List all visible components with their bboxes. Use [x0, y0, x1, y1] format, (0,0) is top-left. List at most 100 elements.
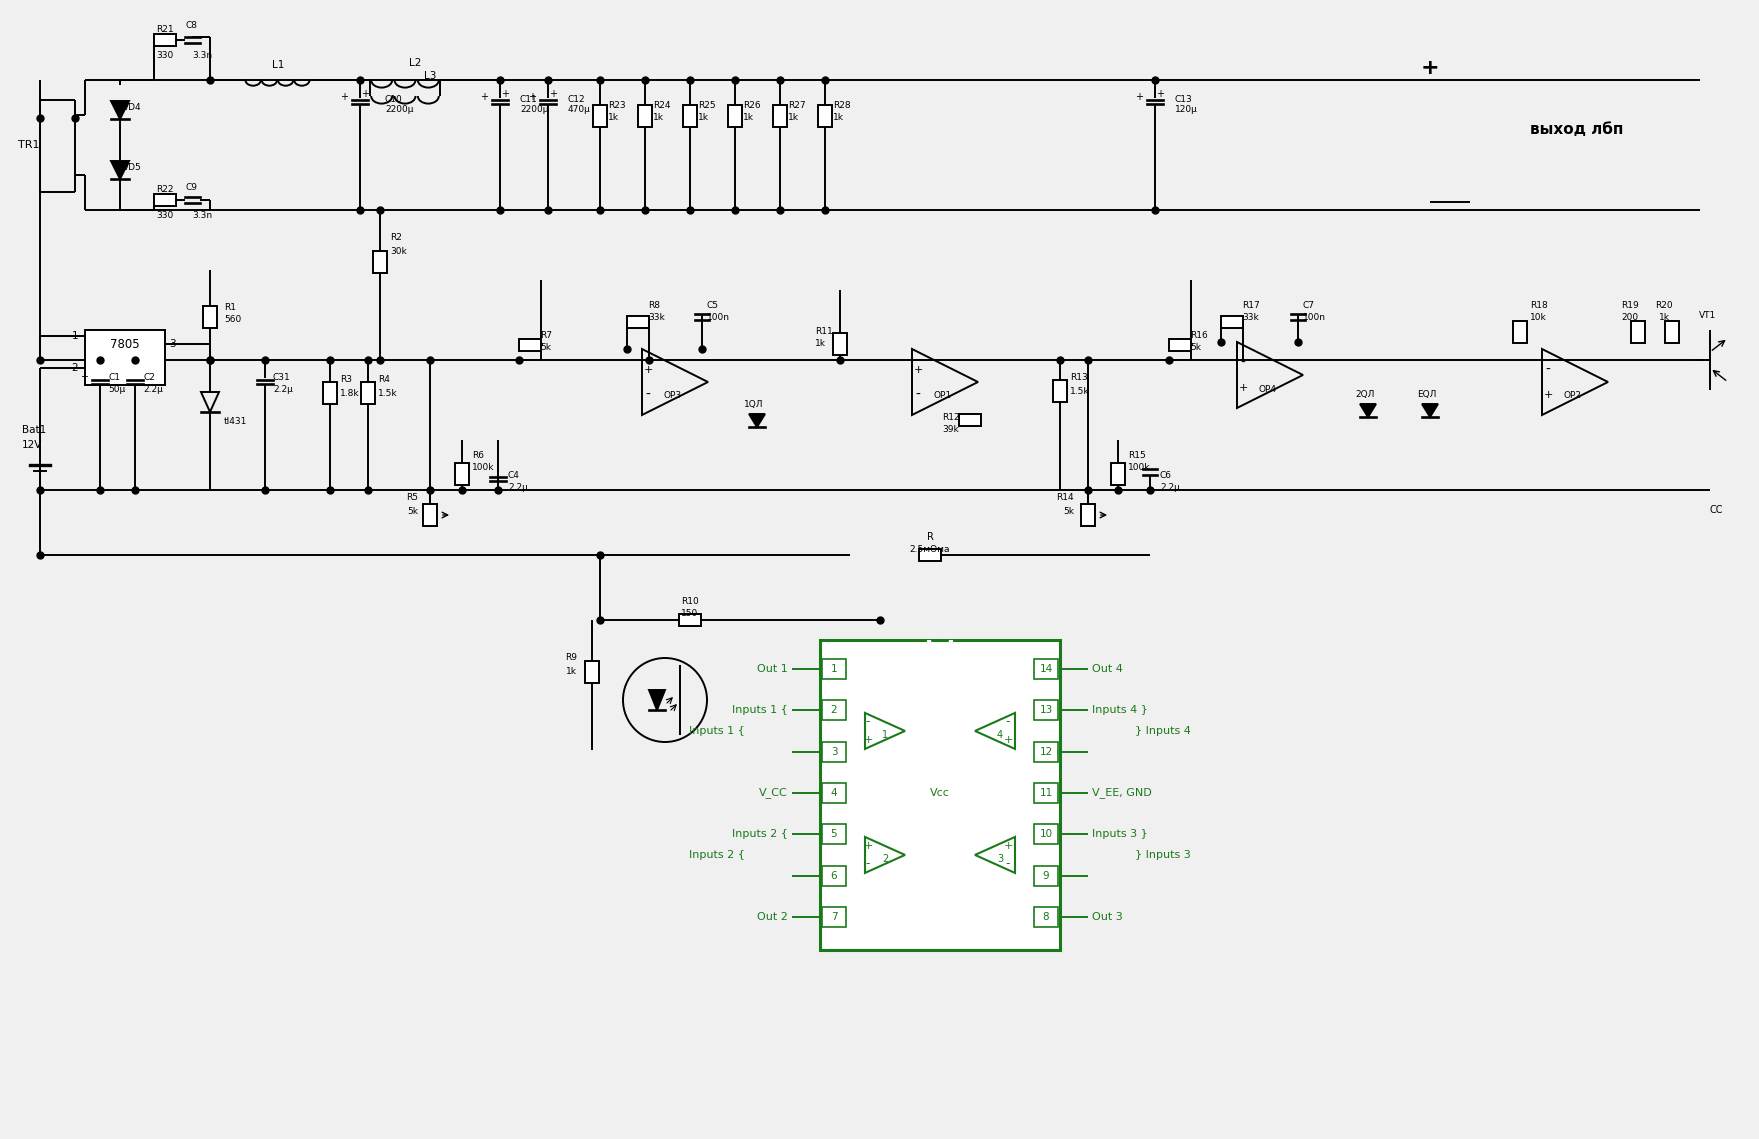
Text: C5: C5 — [707, 301, 719, 310]
Bar — [821, 659, 846, 679]
Text: OP3: OP3 — [663, 392, 682, 401]
Text: 14: 14 — [1040, 664, 1052, 674]
Text: +: + — [549, 89, 558, 99]
Text: R28: R28 — [834, 100, 851, 109]
Text: 4: 4 — [997, 730, 1003, 740]
Text: OP1: OP1 — [934, 392, 952, 401]
Text: 1k: 1k — [742, 114, 755, 123]
Text: C10: C10 — [385, 95, 403, 104]
Bar — [821, 700, 846, 720]
Text: } Inputs 3: } Inputs 3 — [1135, 850, 1191, 860]
Text: R10: R10 — [681, 598, 698, 606]
Text: +: + — [1238, 383, 1247, 393]
Text: 1: 1 — [72, 331, 79, 341]
Text: R7: R7 — [540, 331, 552, 341]
Bar — [821, 907, 846, 927]
Text: 100n: 100n — [1303, 312, 1326, 321]
Text: 9: 9 — [1043, 870, 1050, 880]
Text: -: - — [1006, 715, 1010, 729]
Text: 2: 2 — [881, 854, 888, 865]
Polygon shape — [749, 413, 765, 427]
FancyBboxPatch shape — [820, 640, 1061, 950]
Text: 5: 5 — [830, 829, 837, 839]
Text: R17: R17 — [1242, 301, 1259, 310]
Text: 3: 3 — [997, 854, 1003, 865]
Bar — [1034, 659, 1057, 679]
Text: 8: 8 — [1043, 912, 1050, 921]
Text: -: - — [646, 388, 651, 402]
Bar — [1112, 462, 1126, 485]
Bar — [586, 661, 600, 683]
Text: C6: C6 — [1159, 470, 1171, 480]
Text: R15: R15 — [1128, 451, 1145, 459]
Text: C4: C4 — [508, 470, 521, 480]
Bar — [84, 330, 165, 385]
Polygon shape — [1360, 404, 1376, 417]
Text: 100k: 100k — [1128, 464, 1150, 473]
Bar — [1631, 321, 1645, 343]
Text: L1: L1 — [273, 60, 285, 69]
Text: R13: R13 — [1069, 374, 1087, 383]
Text: 560: 560 — [223, 316, 241, 325]
Text: R6: R6 — [471, 451, 484, 459]
Text: 50μ: 50μ — [107, 385, 125, 394]
Text: +: + — [1135, 92, 1143, 103]
Polygon shape — [1421, 404, 1439, 417]
Bar — [821, 825, 846, 844]
Text: +: + — [528, 92, 536, 103]
Bar — [1054, 380, 1068, 402]
Text: R26: R26 — [742, 100, 760, 109]
Bar — [519, 339, 542, 351]
Bar — [772, 105, 786, 128]
Text: OP2: OP2 — [1564, 392, 1581, 401]
Bar — [1034, 866, 1057, 886]
Text: 3.3n: 3.3n — [192, 211, 213, 220]
Text: Inputs 1 {: Inputs 1 { — [732, 705, 788, 715]
Text: -: - — [1240, 357, 1245, 370]
Text: 11: 11 — [1040, 788, 1052, 798]
Text: 1.5k: 1.5k — [378, 388, 398, 398]
Text: 7: 7 — [830, 912, 837, 921]
Text: 1k: 1k — [814, 339, 827, 349]
Text: 1: 1 — [881, 730, 888, 740]
Bar — [821, 866, 846, 886]
Text: V_CC: V_CC — [760, 787, 788, 798]
Text: tl431: tl431 — [223, 418, 248, 426]
Text: R14: R14 — [1057, 493, 1075, 502]
Text: 2.2μ: 2.2μ — [508, 483, 528, 492]
Text: R18: R18 — [1530, 301, 1548, 310]
Text: 10: 10 — [1040, 829, 1052, 839]
Text: -: - — [1006, 858, 1010, 870]
Text: R20: R20 — [1655, 301, 1673, 310]
Text: +: + — [864, 841, 872, 851]
Text: C1: C1 — [107, 374, 120, 383]
Text: R25: R25 — [698, 100, 716, 109]
Text: } Inputs 4: } Inputs 4 — [1135, 726, 1191, 736]
Text: VD5: VD5 — [123, 164, 142, 172]
Text: 1: 1 — [830, 664, 837, 674]
Text: 3.3n: 3.3n — [192, 50, 213, 59]
Bar — [1170, 339, 1191, 351]
Text: R: R — [927, 532, 934, 542]
Text: R3: R3 — [339, 376, 352, 385]
Text: C2: C2 — [142, 374, 155, 383]
Bar — [728, 105, 742, 128]
Bar — [959, 413, 982, 426]
Text: 2.2μ: 2.2μ — [1159, 483, 1180, 492]
Text: 5k: 5k — [1191, 344, 1201, 352]
Text: 1.5k: 1.5k — [1069, 386, 1089, 395]
Text: R16: R16 — [1191, 331, 1208, 341]
Text: R2: R2 — [390, 233, 401, 243]
Text: +: + — [339, 92, 348, 103]
Text: 470μ: 470μ — [568, 106, 591, 115]
Text: L3: L3 — [424, 71, 436, 81]
Text: R4: R4 — [378, 376, 390, 385]
Text: 1QЛ: 1QЛ — [744, 400, 763, 409]
Text: C31: C31 — [273, 374, 290, 383]
Text: R8: R8 — [647, 301, 660, 310]
Text: Inputs 4 }: Inputs 4 } — [1092, 705, 1149, 715]
Bar — [1034, 741, 1057, 762]
Text: TR1: TR1 — [18, 140, 39, 150]
Text: 4: 4 — [830, 788, 837, 798]
Text: C8: C8 — [186, 22, 199, 31]
